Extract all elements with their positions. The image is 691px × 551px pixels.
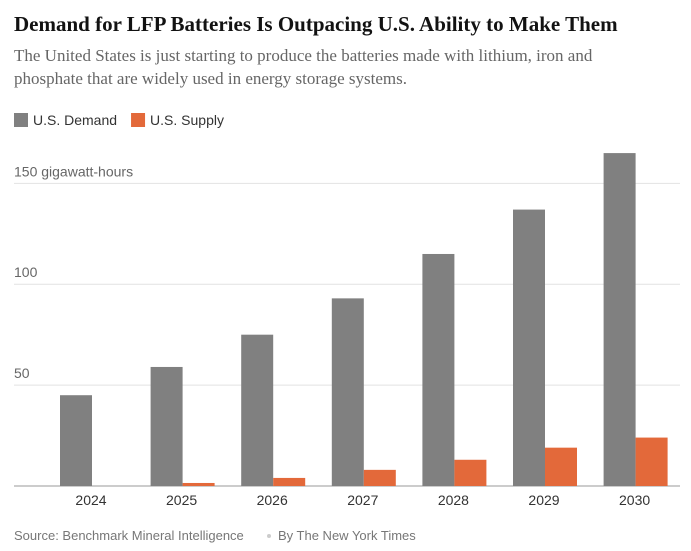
bar xyxy=(182,482,215,486)
legend-label: U.S. Demand xyxy=(33,112,117,128)
bar xyxy=(454,459,487,486)
bar xyxy=(60,395,92,486)
legend-swatch xyxy=(131,113,146,127)
x-tick-label: 2024 xyxy=(75,492,106,508)
y-tick-label: 50 xyxy=(14,365,30,381)
x-tick-label: 2029 xyxy=(528,492,559,508)
bar xyxy=(331,298,364,486)
bar xyxy=(513,209,545,487)
legend-label: U.S. Supply xyxy=(150,112,224,128)
x-tick-label: 2030 xyxy=(619,492,650,508)
x-tick-label: 2027 xyxy=(347,492,378,508)
bar xyxy=(150,366,183,486)
bar xyxy=(363,469,396,486)
bar xyxy=(545,447,577,486)
separator xyxy=(267,534,271,538)
y-tick-label: 100 xyxy=(14,264,38,280)
subtitle: phosphate that are widely used in energy… xyxy=(14,69,407,88)
source: Source: Benchmark Mineral Intelligence xyxy=(14,528,244,543)
bar xyxy=(635,437,668,486)
x-tick-label: 2025 xyxy=(166,492,197,508)
bar xyxy=(273,477,306,486)
bar xyxy=(241,334,274,486)
bar xyxy=(422,253,455,486)
legend-swatch xyxy=(14,113,28,127)
x-tick-label: 2026 xyxy=(257,492,288,508)
y-tick-label: 150 gigawatt-hours xyxy=(14,163,133,179)
subtitle: The United States is just starting to pr… xyxy=(14,46,593,65)
x-tick-label: 2028 xyxy=(438,492,469,508)
credit: By The New York Times xyxy=(278,528,416,543)
chart-title: Demand for LFP Batteries Is Outpacing U.… xyxy=(14,12,618,36)
bar xyxy=(603,153,636,486)
